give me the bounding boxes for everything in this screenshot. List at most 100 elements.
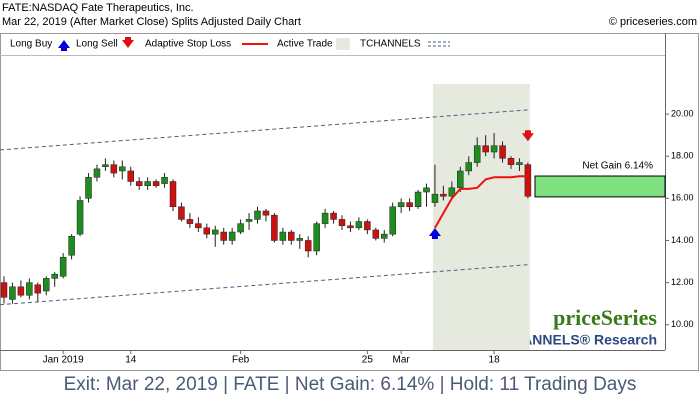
candle-body	[330, 212, 337, 220]
candle-body	[423, 187, 430, 193]
y-tick-label: 14.00	[671, 235, 694, 245]
legend-label: TCHANNELS	[360, 39, 421, 50]
candle-body	[397, 202, 405, 208]
candle-body	[195, 223, 202, 229]
legend-label: Adaptive Stop Loss	[145, 39, 231, 50]
tchannel-lower	[0, 264, 528, 306]
candle-body	[51, 273, 58, 279]
candle-body	[26, 282, 33, 296]
candle-body	[59, 257, 67, 277]
candle-body	[203, 227, 211, 235]
candle-body	[499, 145, 506, 159]
net-gain-label: Net Gain 6.14%	[582, 161, 653, 172]
candle-body	[482, 145, 489, 153]
x-tick-label: 18	[489, 355, 501, 366]
candle-body	[85, 177, 92, 199]
watermark: priceSeries	[553, 305, 657, 330]
candle-body	[43, 278, 50, 292]
candle-body	[271, 214, 278, 241]
candle-body	[245, 219, 253, 222]
long-sell-arrow	[521, 130, 534, 142]
watermark-sub: TCHANNELS® Research	[493, 332, 657, 348]
candle-body	[76, 200, 84, 235]
candle-body	[304, 240, 312, 252]
candle-body	[228, 231, 236, 241]
x-tick-label: Feb	[232, 355, 250, 366]
candle-body	[389, 206, 396, 235]
active-trade-zone	[432, 84, 530, 350]
legend-label: Long Sell	[76, 39, 118, 50]
candle-body	[0, 282, 8, 298]
candle-body	[296, 238, 303, 241]
candle-body	[34, 284, 42, 294]
y-tick-label: 10.00	[671, 319, 694, 329]
candle-body	[68, 236, 75, 256]
candle-body	[355, 221, 363, 229]
candle-body	[262, 210, 270, 216]
candle-body	[473, 145, 481, 163]
candle-body	[169, 181, 177, 208]
candle-body	[406, 202, 413, 208]
candle-body	[381, 233, 388, 239]
candle-body	[279, 231, 287, 241]
legend-buy-icon	[58, 40, 70, 51]
candle-body	[135, 181, 143, 186]
net-gain-box	[534, 175, 666, 198]
candle-body	[372, 229, 380, 239]
candle-body	[9, 286, 16, 300]
legend-label: Active Trade	[277, 39, 333, 50]
source: © priceseries.com	[609, 16, 697, 28]
candle-body	[338, 219, 346, 226]
candle-body	[212, 229, 219, 235]
legend-sell-icon	[122, 37, 134, 48]
y-tick-label: 16.00	[671, 193, 694, 203]
candle-body	[119, 166, 126, 172]
candle-body	[431, 193, 439, 203]
y-tick-label: 18.00	[671, 151, 694, 161]
candle-body	[102, 164, 109, 168]
candle-body	[17, 286, 25, 296]
candle-body	[364, 221, 371, 231]
long-buy-arrow	[428, 228, 441, 240]
candle-body	[110, 164, 118, 174]
candle-body	[516, 162, 523, 165]
stop-loss-line	[434, 175, 528, 229]
y-tick-label: 12.00	[671, 277, 694, 287]
candle-body	[220, 231, 227, 241]
footer: Exit: Mar 22, 2019 | FATE | Net Gain: 6.…	[64, 374, 637, 395]
x-tick-label: Jan 2019	[43, 355, 85, 366]
chart-subtitle: Mar 22, 2019 (After Market Close) Splits…	[2, 16, 301, 28]
candle-body	[490, 145, 498, 153]
x-tick-label: 14	[125, 355, 137, 366]
candle-body	[237, 223, 244, 233]
candle-body	[524, 164, 532, 197]
x-tick-label: Mar	[393, 355, 411, 366]
chart-frame	[0, 33, 699, 371]
candle-body	[414, 191, 422, 208]
candle-body	[144, 181, 151, 186]
candle-body	[507, 158, 515, 165]
candle-body	[161, 177, 168, 184]
tchannel-upper	[0, 109, 528, 151]
candle-body	[448, 187, 456, 197]
legend-active-icon	[336, 38, 350, 50]
candle-body	[254, 210, 261, 220]
candle-body	[93, 168, 101, 178]
legend-label: Long Buy	[10, 39, 52, 50]
candle-body	[186, 219, 194, 224]
chart-title: FATE:NASDAQ Fate Therapeutics, Inc.	[2, 2, 194, 14]
candle-body	[440, 193, 447, 197]
candle-body	[347, 225, 354, 229]
x-tick-label: 25	[362, 355, 374, 366]
candle-body	[178, 206, 185, 220]
candle-body	[457, 170, 464, 189]
candle-body	[127, 170, 134, 182]
candle-body	[465, 162, 472, 172]
candle-body	[313, 223, 320, 252]
candle-body	[152, 181, 160, 186]
candle-body	[288, 231, 295, 241]
y-tick-label: 20.00	[671, 108, 694, 118]
candle-body	[321, 212, 329, 224]
